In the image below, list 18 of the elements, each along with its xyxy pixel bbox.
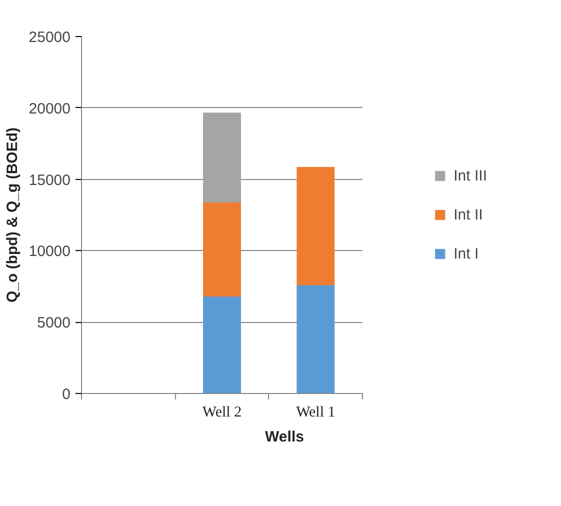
y-tick-label: 25000: [28, 29, 71, 46]
x-axis-title: Wells: [265, 428, 304, 446]
y-tick-label: 5000: [37, 314, 71, 332]
bar: [296, 284, 335, 394]
y-axis-title: Q_o (bpd) & Q_g (BOEd): [4, 128, 21, 302]
bar: [203, 202, 241, 297]
x-tick-label: Well 1: [296, 404, 336, 420]
bar: [296, 166, 335, 286]
y-tick-label: 10000: [28, 243, 71, 260]
bar: [203, 296, 241, 394]
legend-label: Int I: [454, 245, 479, 262]
y-tick-label: 20000: [28, 100, 71, 118]
legend-label: Int III: [454, 167, 487, 184]
legend-label: Int II: [454, 206, 483, 223]
bar: [203, 112, 241, 202]
y-tick-label: 0: [62, 386, 70, 403]
y-tick-label: 15000: [28, 172, 71, 189]
x-tick-label: Well 2: [202, 404, 242, 420]
